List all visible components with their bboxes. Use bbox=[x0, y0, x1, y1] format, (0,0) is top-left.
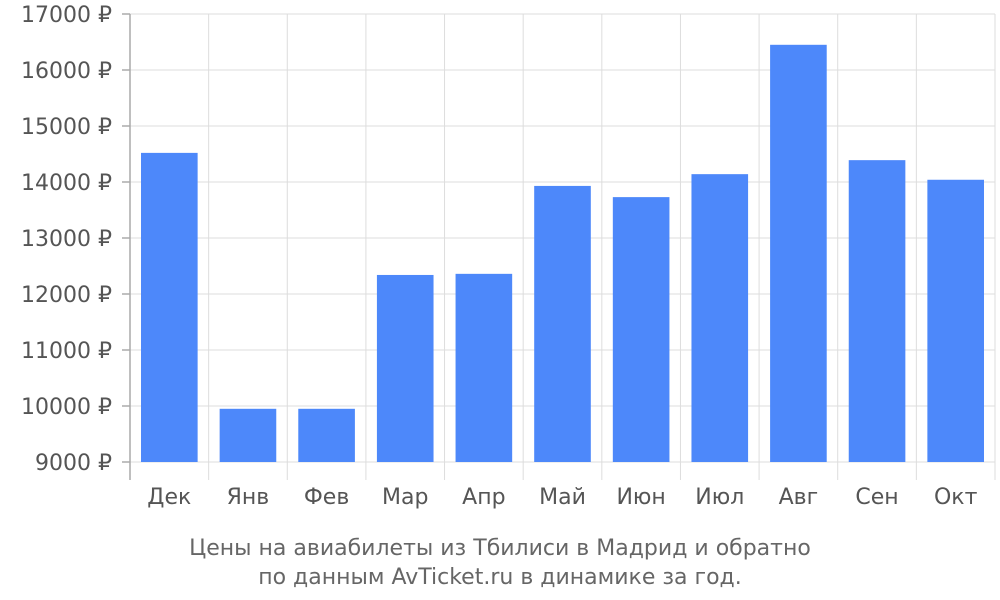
x-tick-label: Апр bbox=[462, 485, 505, 510]
chart-caption-line2: по данным AvTicket.ru в динамике за год. bbox=[258, 565, 742, 590]
bar bbox=[534, 185, 591, 463]
bar bbox=[691, 174, 749, 462]
bar bbox=[848, 160, 906, 462]
y-tick-label: 12000 ₽ bbox=[21, 283, 112, 308]
bars bbox=[141, 44, 984, 463]
y-tick-labels: 9000 ₽ 10000 ₽ 11000 ₽ 12000 ₽ 13000 ₽ 14000 … bbox=[21, 3, 112, 476]
x-tick-label: Дек bbox=[147, 485, 191, 510]
chart-caption-line1: Цены на авиабилеты из Тбилиси в Мадрид и… bbox=[189, 536, 811, 561]
y-tick-label: 9000 ₽ bbox=[35, 451, 112, 476]
y-tick-label: 14000 ₽ bbox=[21, 171, 112, 196]
bar bbox=[770, 44, 827, 463]
axes bbox=[122, 13, 131, 480]
bar bbox=[298, 408, 355, 462]
y-tick-label: 17000 ₽ bbox=[21, 3, 112, 28]
x-tick-label: Июл bbox=[695, 485, 744, 510]
x-tick-label: Сен bbox=[855, 485, 898, 510]
x-tick-label: Фев bbox=[304, 485, 349, 510]
x-tick-label: Авг bbox=[779, 485, 819, 510]
x-tick-label: Мар bbox=[382, 485, 428, 510]
bar bbox=[612, 197, 670, 462]
bar bbox=[927, 179, 984, 462]
bar bbox=[376, 274, 434, 462]
x-tick-label: Май bbox=[539, 485, 586, 510]
x-tick-label: Янв bbox=[227, 485, 270, 510]
y-tick-label: 15000 ₽ bbox=[21, 115, 112, 140]
y-tick-label: 16000 ₽ bbox=[21, 59, 112, 84]
x-tick-label: Июн bbox=[616, 485, 665, 510]
y-tick-label: 11000 ₽ bbox=[21, 339, 112, 364]
bar bbox=[219, 408, 277, 462]
y-tick-label: 13000 ₽ bbox=[21, 227, 112, 252]
x-tick-labels: Дек Янв Фев Мар Апр Май Июн Июл Авг Сен Окт bbox=[147, 485, 977, 510]
y-tick-label: 10000 ₽ bbox=[21, 395, 112, 420]
bar bbox=[141, 152, 198, 462]
x-tick-label: Окт bbox=[934, 485, 978, 510]
bar bbox=[455, 273, 513, 462]
